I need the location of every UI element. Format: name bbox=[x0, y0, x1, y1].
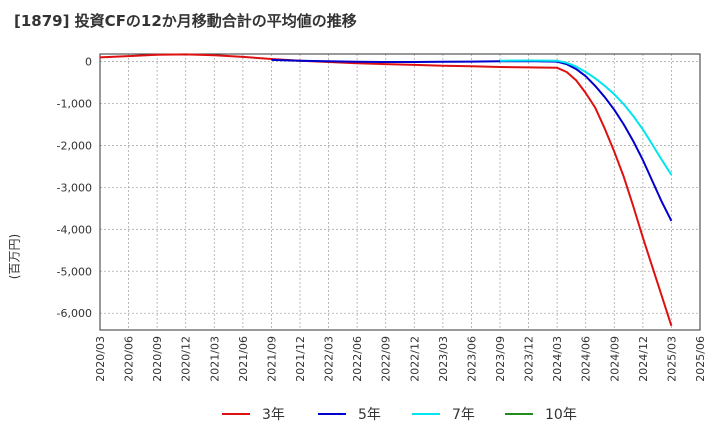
x-tick-label: 2021/09 bbox=[265, 336, 278, 382]
series-lines bbox=[99, 53, 673, 327]
x-tick-label: 2020/06 bbox=[123, 336, 136, 382]
legend-item-10y: 10年 bbox=[505, 402, 577, 426]
x-tick-label: 2022/09 bbox=[380, 336, 393, 382]
chart-title: [1879] 投資CFの12か月移動合計の平均値の推移 bbox=[14, 12, 357, 30]
y-tick-label: -2,000 bbox=[57, 139, 92, 152]
legend-swatch-5y bbox=[318, 413, 346, 415]
series-line-5年 bbox=[271, 58, 673, 222]
legend-item-3y: 3年 bbox=[222, 402, 285, 426]
legend-label-3y: 3年 bbox=[262, 407, 285, 423]
x-tick-label: 2021/06 bbox=[237, 336, 250, 382]
tick-labels: 2020/03 2020/06 2020/09 2020/12 2021/03 2021/… bbox=[57, 56, 707, 382]
series-line-3年 bbox=[99, 53, 673, 327]
x-tick-label: 2025/06 bbox=[694, 336, 707, 382]
plot-border bbox=[99, 53, 701, 331]
y-tick-label: -5,000 bbox=[57, 265, 92, 278]
legend-label-7y: 7年 bbox=[452, 407, 475, 423]
legend-swatch-7y bbox=[412, 413, 440, 415]
x-tick-label: 2020/09 bbox=[151, 336, 164, 382]
x-tick-label: 2023/09 bbox=[494, 336, 507, 382]
x-tick-label: 2024/06 bbox=[580, 336, 593, 382]
x-tick-label: 2025/03 bbox=[665, 336, 678, 382]
y-tick-label: -3,000 bbox=[57, 181, 92, 194]
x-tick-label: 2022/12 bbox=[408, 336, 421, 382]
series-line-7年 bbox=[499, 59, 673, 176]
x-tick-label: 2021/03 bbox=[208, 336, 221, 382]
x-tick-label: 2024/03 bbox=[551, 336, 564, 382]
x-tick-label: 2023/06 bbox=[465, 336, 478, 382]
y-tick-label: -1,000 bbox=[57, 97, 92, 110]
x-tick-label: 2022/03 bbox=[323, 336, 336, 382]
x-tick-label: 2024/12 bbox=[637, 336, 650, 382]
axes bbox=[99, 53, 701, 331]
y-tick-label: -4,000 bbox=[57, 223, 92, 236]
legend-item-5y: 5年 bbox=[318, 402, 381, 426]
x-tick-label: 2022/06 bbox=[351, 336, 364, 382]
x-tick-label: 2021/12 bbox=[294, 336, 307, 382]
y-tick-label: 0 bbox=[85, 56, 92, 69]
legend: 3年 5年 7年 10年 bbox=[0, 402, 720, 426]
x-tick-label: 2023/03 bbox=[437, 336, 450, 382]
x-tick-label: 2020/12 bbox=[180, 336, 193, 382]
x-tick-label: 2024/09 bbox=[608, 336, 621, 382]
x-tick-label: 2020/03 bbox=[94, 336, 107, 382]
x-tick-label: 2023/12 bbox=[523, 336, 536, 382]
legend-label-5y: 5年 bbox=[358, 407, 381, 423]
y-tick-label: -6,000 bbox=[57, 307, 92, 320]
legend-label-10y: 10年 bbox=[545, 407, 577, 423]
grid-lines bbox=[100, 54, 700, 330]
legend-item-7y: 7年 bbox=[412, 402, 475, 426]
legend-swatch-10y bbox=[505, 413, 533, 415]
legend-swatch-3y bbox=[222, 413, 250, 415]
